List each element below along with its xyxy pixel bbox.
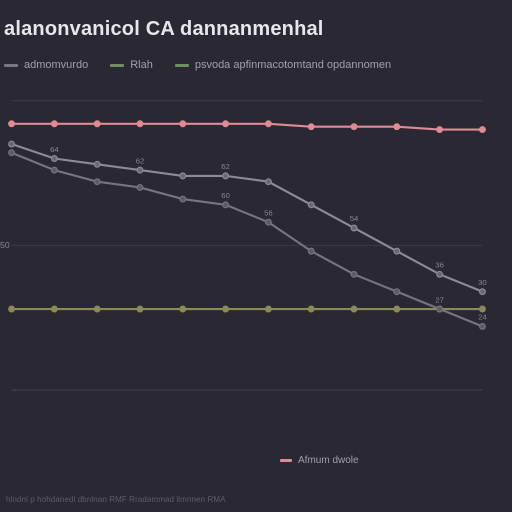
svg-text:30: 30 — [478, 278, 487, 287]
legend-swatch — [110, 64, 124, 67]
svg-text:62: 62 — [221, 162, 230, 171]
chart-container: alanonvanicol CA dannanmenhal admomvurdo… — [0, 0, 512, 512]
legend-label: Rlah — [130, 59, 153, 71]
legend-item: Rlah — [110, 59, 153, 71]
legend-label: Afmum dwole — [298, 455, 359, 466]
svg-text:36: 36 — [435, 261, 444, 270]
svg-text:50: 50 — [0, 240, 10, 250]
legend-label: admomvurdo — [24, 59, 88, 71]
legend-swatch — [4, 64, 18, 67]
svg-text:54: 54 — [350, 214, 359, 223]
legend-swatch — [175, 64, 189, 67]
plot-area: 50 64 62 62 54 36 30 60 56 27 24 — [0, 85, 494, 425]
legend-item: psvoda apfinmacotomtand opdannomen — [175, 59, 391, 71]
line-chart-svg: 50 64 62 62 54 36 30 60 56 27 24 — [0, 85, 494, 425]
footer-text: hlndnl p hohdanedl dbnlnan RMF Rradammad… — [6, 495, 226, 504]
svg-text:24: 24 — [478, 313, 487, 322]
svg-text:60: 60 — [221, 191, 230, 200]
svg-text:56: 56 — [264, 208, 273, 217]
legend-bottom: Afmum dwole — [280, 455, 359, 466]
svg-text:27: 27 — [435, 295, 444, 304]
legend-swatch — [280, 459, 292, 462]
svg-text:64: 64 — [50, 145, 59, 154]
chart-title: alanonvanicol CA dannanmenhal — [4, 18, 494, 41]
legend-item: admomvurdo — [4, 59, 88, 71]
svg-text:62: 62 — [136, 156, 145, 165]
legend-top: admomvurdo Rlah psvoda apfinmacotomtand … — [4, 59, 494, 71]
legend-label: psvoda apfinmacotomtand opdannomen — [195, 59, 391, 71]
